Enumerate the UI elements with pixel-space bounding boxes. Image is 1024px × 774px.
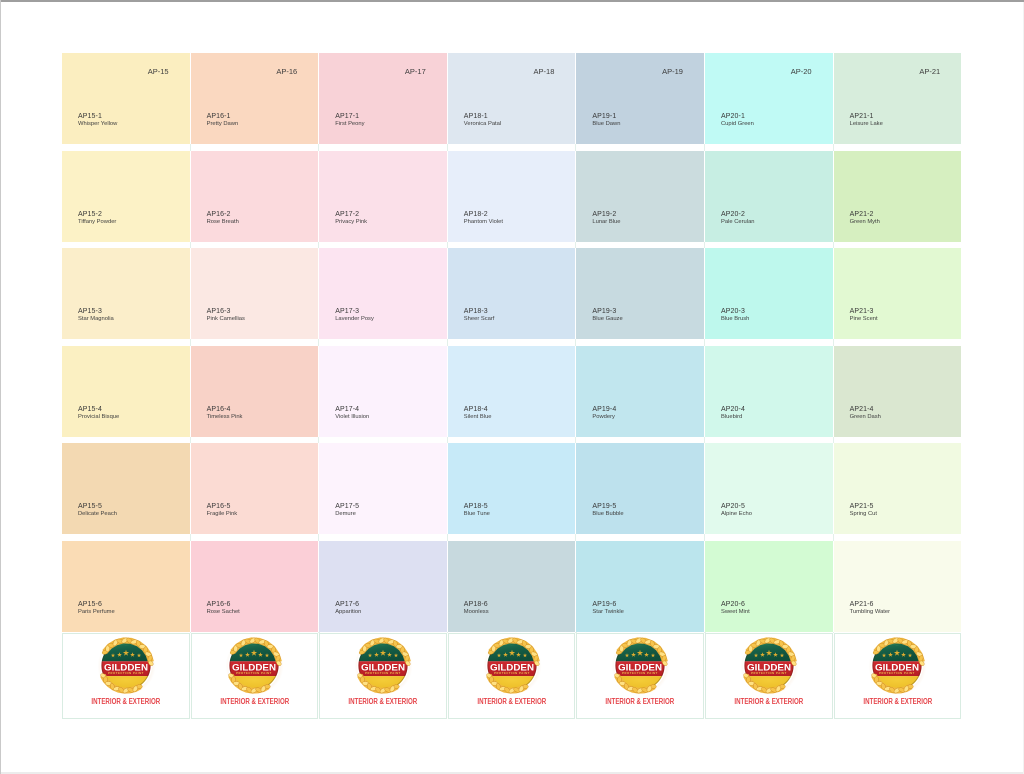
svg-text:PROTECTION PAINT: PROTECTION PAINT [108, 671, 144, 675]
svg-text:GILDDEN: GILDDEN [875, 661, 919, 672]
svg-text:GILDDEN: GILDDEN [232, 661, 276, 672]
svg-text:PROTECTION PAINT: PROTECTION PAINT [751, 671, 787, 675]
svg-text:GILDDEN: GILDDEN [361, 661, 405, 672]
svg-text:PROTECTION PAINT: PROTECTION PAINT [622, 671, 658, 675]
svg-text:PROTECTION PAINT: PROTECTION PAINT [365, 671, 401, 675]
svg-text:GILDDEN: GILDDEN [747, 661, 791, 672]
svg-text:GILDDEN: GILDDEN [618, 661, 662, 672]
svg-text:GILDDEN: GILDDEN [104, 661, 148, 672]
svg-text:PROTECTION PAINT: PROTECTION PAINT [236, 671, 272, 675]
svg-text:PROTECTION PAINT: PROTECTION PAINT [494, 671, 530, 675]
svg-text:GILDDEN: GILDDEN [490, 661, 534, 672]
svg-text:PROTECTION PAINT: PROTECTION PAINT [879, 671, 915, 675]
